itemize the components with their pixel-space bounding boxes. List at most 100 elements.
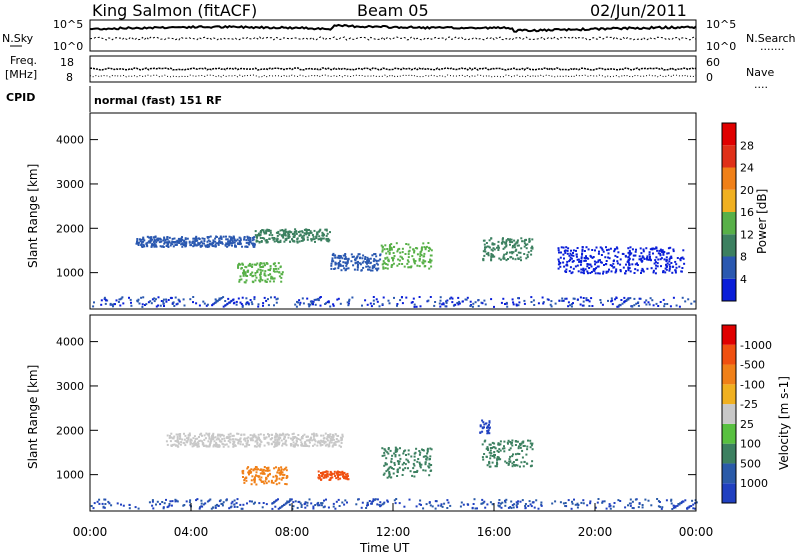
near-range-point [562,299,565,302]
scatter-point [243,236,246,238]
scatter-point [383,451,386,454]
scatter-point [326,439,329,442]
scatter-point [616,262,619,265]
scatter-point [407,461,410,464]
scatter-point [292,233,294,235]
near-range-point [275,301,278,304]
scatter-point [223,439,226,442]
scatter-point [489,447,492,449]
near-range-point [459,505,462,508]
scatter-point [335,472,338,475]
scatter-point [242,263,244,266]
scatter-point [253,480,256,483]
scatter-point [371,267,374,269]
scatter-point [189,442,192,444]
near-range-point [201,505,204,508]
scatter-point [231,240,234,243]
near-range-point [279,506,282,509]
scatter-point [511,252,514,255]
scatter-point [481,456,484,459]
near-range-point [292,501,295,504]
scatter-point [193,244,196,247]
scatter-point [493,255,496,258]
scatter-point [324,444,327,447]
scatter-point [492,254,494,257]
scatter-point [194,240,197,242]
y-tick-label: 1000 [56,469,84,482]
scatter-point [557,258,560,261]
scatter-point [170,242,173,245]
near-range-point [663,303,666,305]
scatter-point [292,438,295,441]
near-range-point [611,303,614,306]
scatter-point [303,232,306,235]
scatter-point [165,238,168,241]
scatter-point [277,241,280,243]
scatter-point [387,448,390,451]
scatter-point [155,241,158,244]
scatter-point [250,439,252,442]
near-range-point [477,299,480,301]
scatter-point [602,270,605,273]
near-range-point [516,502,519,505]
scatter-point [387,452,390,455]
scatter-point [514,464,516,467]
scatter-point [319,441,321,444]
scatter-point [259,472,262,475]
scatter-point [154,236,157,239]
near-range-point [361,501,364,504]
x-tick-label: 00:00 [73,525,108,539]
scatter-point [395,242,398,245]
scatter-point [194,440,196,443]
near-range-point [162,507,165,510]
near-range-point [228,301,231,304]
scatter-point [296,237,299,240]
scatter-point [384,257,387,260]
scatter-point [255,483,258,486]
scatter-point [256,234,259,237]
scatter-point [479,431,482,434]
scatter-point [344,254,347,257]
scatter-point [254,274,257,277]
scatter-point [262,480,264,483]
scatter-point [215,441,218,444]
scatter-point [420,463,423,466]
near-range-point [206,500,209,503]
scatter-point [332,444,335,447]
near-range-point [624,300,627,303]
scatter-point [531,245,534,248]
near-range-point [295,305,298,308]
scatter-point [242,472,245,475]
scatter-point [244,271,247,274]
scatter-point [395,449,397,452]
nave-line [89,74,697,78]
near-range-point [368,500,371,502]
scatter-point [157,237,160,240]
scatter-point [384,267,387,270]
scatter-point [516,440,519,443]
scatter-point [499,449,502,452]
scatter-point [181,438,184,441]
scatter-point [201,442,204,445]
scatter-point [670,256,672,259]
scatter-point [520,237,523,240]
scatter-point [419,255,422,258]
near-range-point [505,301,508,304]
near-range-point [372,498,375,501]
scatter-point [308,229,310,231]
scatter-point [216,445,219,448]
near-range-point [138,302,141,305]
near-range-point [665,499,668,502]
scatter-point [375,260,378,262]
scatter-point [487,253,490,256]
scatter-point [274,435,277,438]
near-range-point [445,301,448,304]
near-range-point [308,305,311,308]
near-range-point [369,302,372,305]
colorbar-swatch [722,325,736,345]
near-range-point [275,499,278,502]
scatter-point [290,437,292,440]
scatter-point [522,440,525,443]
scatter-point [346,260,349,263]
near-range-point [265,503,268,506]
